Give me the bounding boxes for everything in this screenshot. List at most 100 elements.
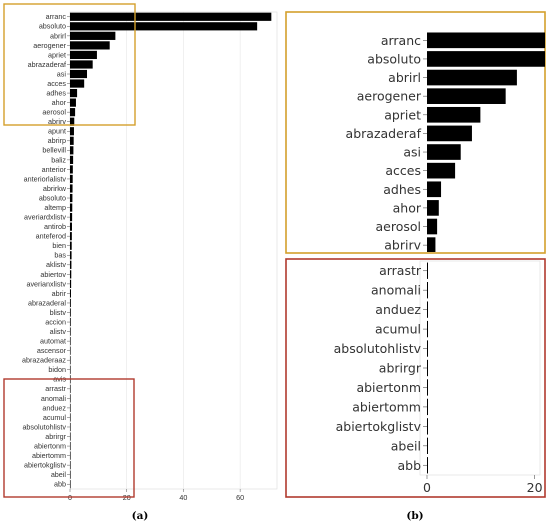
- ytick-label-b-1-8: abiertokglistv: [336, 419, 422, 434]
- bar-a-26: [70, 260, 72, 269]
- ytick-label-b-1-0: arrastr: [379, 263, 422, 278]
- ytick-label-a-11: abrirv: [48, 117, 66, 126]
- ytick-label-a-19: absoluto: [39, 193, 66, 202]
- ytick-label-a-32: accion: [45, 317, 66, 326]
- bar-a-4: [70, 50, 97, 60]
- ytick-label-b-1-9: abeil: [391, 438, 421, 453]
- bar-b-1-10: [427, 457, 428, 474]
- ytick-label-b-1-3: acumul: [375, 322, 421, 337]
- ytick-label-b-1-2: anduez: [375, 302, 421, 317]
- ytick-label-b-0-2: abrirl: [388, 70, 421, 85]
- ytick-label-b-0-1: absoluto: [367, 51, 421, 66]
- ytick-label-b-1-7: abiertomm: [352, 399, 421, 414]
- bar-a-46: [70, 451, 71, 460]
- ytick-label-a-16: anterior: [42, 165, 67, 174]
- bar-b-0-0: [427, 32, 545, 49]
- bar-b-0-4: [427, 106, 481, 123]
- bar-a-11: [70, 117, 75, 126]
- bar-b-0-10: [427, 218, 438, 235]
- bar-a-31: [70, 308, 71, 317]
- ytick-label-a-13: abrirp: [48, 136, 66, 145]
- ytick-label-a-46: abiertomm: [32, 451, 66, 460]
- ytick-label-a-17: anteriorlalistv: [24, 174, 67, 183]
- ytick-label-a-45: abiertonm: [34, 441, 66, 450]
- bar-a-7: [70, 79, 85, 88]
- zoom-box-b-1: [285, 258, 546, 498]
- bar-b-1-3: [427, 320, 428, 338]
- ytick-label-a-31: blistv: [50, 308, 67, 317]
- ytick-label-a-4: apriet: [48, 50, 66, 59]
- bar-a-25: [70, 251, 72, 260]
- panel-b-chart: arranc absoluto abrirl aerogener apriet abraz…: [285, 11, 546, 498]
- bar-a-43: [70, 422, 71, 432]
- bar-a-9: [70, 98, 76, 107]
- ytick-label-a-29: abrir: [52, 289, 67, 298]
- ytick-label-a-47: abiertokglistv: [24, 461, 66, 470]
- bar-a-17: [70, 174, 73, 184]
- bar-b-1-7: [427, 398, 428, 416]
- bar-a-24: [70, 241, 72, 250]
- ytick-label-a-25: bas: [54, 251, 66, 260]
- ytick-label-a-24: bien: [52, 241, 66, 250]
- ytick-label-a-0: arranc: [46, 12, 67, 21]
- bar-a-19: [70, 193, 73, 203]
- bar-a-22: [70, 222, 72, 231]
- ytick-label-b-0-8: adhes: [383, 182, 421, 197]
- ytick-label-a-27: abiertov: [40, 270, 66, 279]
- bar-b-1-1: [427, 282, 428, 299]
- ytick-label-a-7: acces: [47, 79, 66, 88]
- bar-a-0: [70, 12, 272, 21]
- bar-a-2: [70, 31, 116, 40]
- bar-a-39: [70, 384, 71, 393]
- xtick-label-b-1-0: 0: [423, 480, 431, 495]
- ytick-label-b-0-5: abrazaderaf: [346, 126, 422, 141]
- bar-a-3: [70, 41, 110, 50]
- ytick-label-a-41: anduez: [42, 403, 66, 412]
- bar-b-0-11: [427, 237, 436, 252]
- bar-a-29: [70, 289, 71, 298]
- bar-b-0-2: [427, 69, 517, 86]
- bars-group-b-1: arrastr anomali anduez acumul absolutohlistv…: [334, 262, 428, 474]
- bar-a-30: [70, 298, 71, 308]
- bar-b-1-6: [427, 379, 428, 396]
- bar-b-0-6: [427, 144, 461, 160]
- bar-a-42: [70, 413, 71, 422]
- bar-a-28: [70, 279, 72, 288]
- ytick-label-a-3: aerogener: [33, 41, 66, 50]
- bar-a-34: [70, 337, 71, 346]
- plot-area-a: [69, 11, 278, 490]
- bar-b-1-4: [427, 340, 428, 357]
- bar-b-1-9: [427, 437, 428, 454]
- bar-a-6: [70, 69, 88, 79]
- ytick-label-a-12: apunt: [48, 127, 66, 136]
- ytick-label-a-23: anteferod: [36, 232, 66, 241]
- bar-b-1-2: [427, 301, 428, 318]
- ytick-label-a-37: bidon: [48, 365, 66, 374]
- ytick-label-a-43: absolutohlistv: [22, 422, 66, 431]
- ytick-label-a-15: baliz: [51, 155, 66, 164]
- ytick-label-a-40: anomali: [41, 394, 67, 403]
- bar-b-1-8: [427, 418, 428, 435]
- ytick-label-a-6: asi: [57, 69, 67, 78]
- bar-a-37: [70, 365, 71, 374]
- ytick-label-b-0-4: apriet: [384, 107, 421, 122]
- bar-a-49: [70, 480, 71, 489]
- ytick-label-b-0-7: acces: [385, 163, 421, 178]
- xtick-label-a-3: 60: [236, 493, 244, 502]
- highlight-box-a-1: [3, 378, 135, 498]
- plot-area-b-1: [419, 260, 541, 476]
- ytick-label-a-28: averianxlistv: [26, 279, 66, 288]
- bar-a-41: [70, 403, 71, 413]
- bar-a-48: [70, 470, 71, 479]
- xtick-label-b-1-1: 20: [527, 480, 543, 495]
- bar-a-35: [70, 346, 71, 355]
- bar-a-45: [70, 441, 71, 451]
- ytick-label-a-48: abeil: [51, 470, 67, 479]
- bar-a-10: [70, 108, 76, 117]
- bar-a-8: [70, 88, 78, 98]
- ytick-label-a-9: ahor: [52, 98, 67, 107]
- ytick-label-b-0-11: abrirv: [384, 238, 421, 253]
- caption-b: (b): [406, 510, 423, 522]
- bar-a-1: [70, 22, 258, 31]
